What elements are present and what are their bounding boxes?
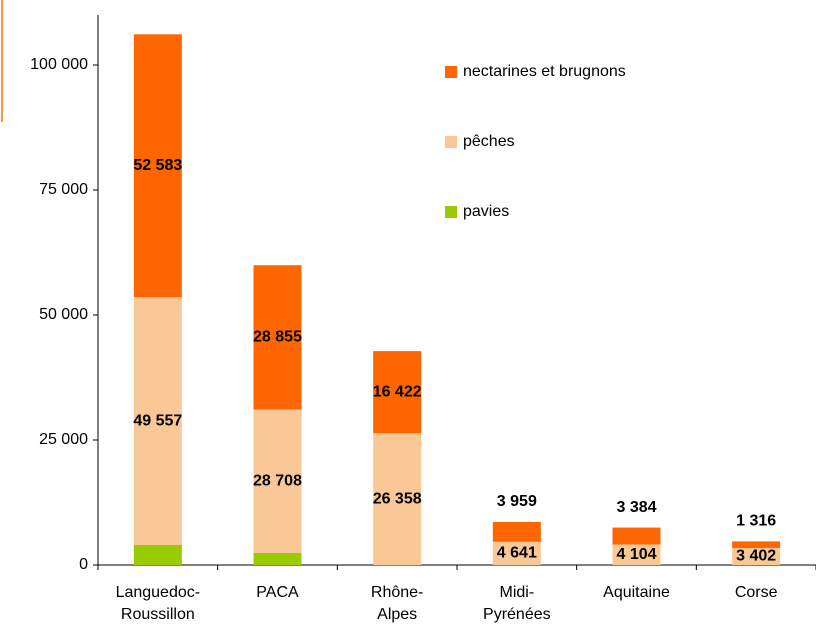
legend-label: pêches (463, 133, 515, 150)
bar-segment (732, 541, 781, 548)
value-label: 4 104 (616, 546, 656, 563)
x-tick-label: Aquitaine (603, 584, 670, 601)
x-tick-label: Languedoc- Roussillon (115, 584, 201, 623)
value-label: 49 557 (133, 412, 182, 429)
bar-segment (492, 522, 541, 542)
y-tick-label: 0 (79, 556, 88, 573)
bar-segment (253, 265, 302, 410)
value-label: 3 959 (497, 493, 537, 510)
bar-segment (253, 409, 302, 553)
value-label: 26 358 (373, 490, 422, 507)
bar-segment (612, 527, 661, 545)
value-label: 4 641 (497, 545, 537, 562)
bar-segment (253, 553, 302, 565)
bar-segment (492, 541, 541, 565)
x-tick-label: Corse (734, 584, 778, 601)
y-tick-label: 50 000 (39, 306, 88, 323)
legend-label: nectarines et brugnons (463, 63, 626, 80)
x-tick-label: Rhône- Alpes (370, 584, 424, 623)
value-label: 52 583 (133, 157, 182, 174)
legend-swatch (445, 66, 457, 78)
value-label: 3 384 (616, 499, 656, 516)
legend-label: pavies (463, 203, 509, 220)
bar-segment (133, 34, 182, 298)
x-tick-label: Midi- Pyrénées (483, 584, 551, 623)
value-label: 16 422 (373, 383, 422, 400)
value-label: 28 855 (253, 329, 302, 346)
value-label: 28 708 (253, 472, 302, 489)
legend-swatch (445, 136, 457, 148)
bar-segment (133, 545, 182, 565)
legend-swatch (445, 206, 457, 218)
bar-segment (612, 544, 661, 565)
x-tick-label: PACA (256, 584, 299, 601)
value-label: 3 402 (736, 548, 776, 565)
y-tick-label: 25 000 (39, 431, 88, 448)
bar-segment (373, 433, 422, 565)
value-label: 1 316 (736, 513, 776, 530)
bar-segment (732, 547, 781, 565)
bar-segment (133, 297, 182, 545)
bar-segment (373, 351, 422, 434)
y-tick-label: 100 000 (30, 56, 88, 73)
y-tick-label: 75 000 (39, 181, 88, 198)
